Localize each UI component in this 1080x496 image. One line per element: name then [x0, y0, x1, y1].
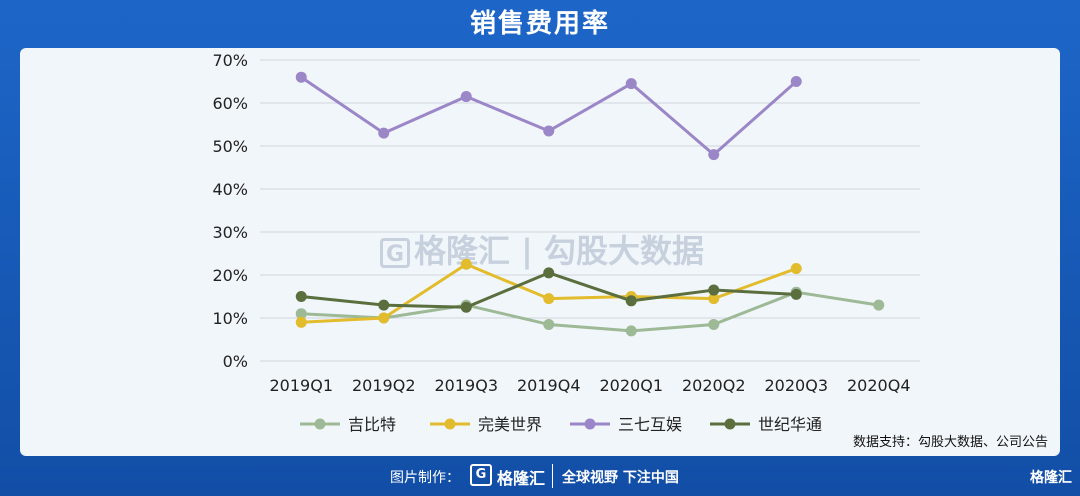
y-tick-label: 0%: [223, 352, 248, 371]
data-point: [790, 263, 802, 275]
x-tick-label: 2020Q1: [600, 376, 664, 395]
watermark: G 格隆汇 | 勾股大数据: [380, 226, 704, 272]
data-point: [543, 267, 555, 279]
data-point: [873, 299, 885, 311]
chart-title: 销售费用率: [469, 9, 610, 39]
data-point: [625, 325, 637, 337]
data-point: [625, 295, 637, 307]
footer-slogan: 全球视野 下注中国: [562, 470, 679, 486]
legend-marker: [724, 418, 736, 430]
data-point: [543, 125, 555, 137]
x-tick-label: 2020Q4: [847, 376, 911, 395]
legend-label: 世纪华通: [758, 415, 822, 434]
data-point: [378, 299, 390, 311]
y-tick-label: 20%: [212, 266, 248, 285]
data-point: [460, 301, 472, 313]
chart-panel: G 格隆汇 | 勾股大数据 0% 10% 20% 30% 40% 50% 60% 70% 2019…: [20, 48, 1060, 456]
data-point: [460, 91, 472, 103]
legend-label: 吉比特: [348, 415, 396, 434]
y-tick-label: 70%: [212, 51, 248, 70]
x-tick-label: 2020Q3: [765, 376, 829, 395]
legend-label: 完美世界: [478, 415, 542, 434]
legend-marker: [584, 418, 596, 430]
data-source: 数据支持：勾股大数据、公司公告: [852, 435, 1048, 450]
data-point: [708, 284, 720, 296]
y-tick-label: 50%: [212, 137, 248, 156]
x-tick-label: 2019Q2: [352, 376, 416, 395]
watermark-logo-icon: G: [380, 238, 410, 268]
data-point: [543, 293, 555, 305]
corner-logo: 格隆汇: [1030, 470, 1072, 486]
data-point: [295, 291, 307, 302]
x-tick-label: 2019Q4: [517, 376, 581, 395]
data-point: [708, 149, 720, 161]
series-line: [301, 290, 879, 333]
line-chart: 0% 10% 20% 30% 40% 50% 60% 70% 2019Q1 2019Q2 2019Q…: [212, 51, 920, 434]
data-point: [790, 288, 802, 300]
footer-logo-icon: G: [470, 464, 492, 486]
x-tick-label: 2020Q2: [682, 376, 746, 395]
legend-marker: [314, 418, 326, 430]
series-line: [300, 75, 798, 157]
x-tick-label: 2019Q1: [270, 376, 334, 395]
data-point: [708, 293, 720, 305]
data-point: [295, 308, 307, 320]
watermark-text: 勾股大数据: [543, 232, 704, 270]
data-point: [295, 316, 307, 328]
data-point: [625, 78, 637, 90]
y-tick-label: 60%: [212, 94, 248, 113]
data-point: [460, 258, 472, 270]
data-point: [790, 76, 802, 87]
x-tick-label: 2019Q3: [435, 376, 499, 395]
legend-label: 三七互娱: [618, 415, 682, 434]
data-point: [378, 127, 390, 139]
y-tick-label: 10%: [212, 309, 248, 328]
footer-divider: [552, 464, 553, 488]
footer: 图片制作： G 格隆汇 全球视野 下注中国 格隆汇: [0, 458, 1080, 496]
y-tick-label: 40%: [212, 180, 248, 199]
data-point: [295, 71, 307, 83]
footer-credit: 图片制作：: [390, 470, 460, 486]
footer-brand: 格隆汇: [497, 469, 546, 488]
legend-marker: [444, 418, 456, 430]
y-tick-label: 30%: [212, 223, 248, 242]
data-point: [708, 318, 720, 330]
data-point: [378, 312, 390, 324]
data-point: [543, 318, 555, 330]
